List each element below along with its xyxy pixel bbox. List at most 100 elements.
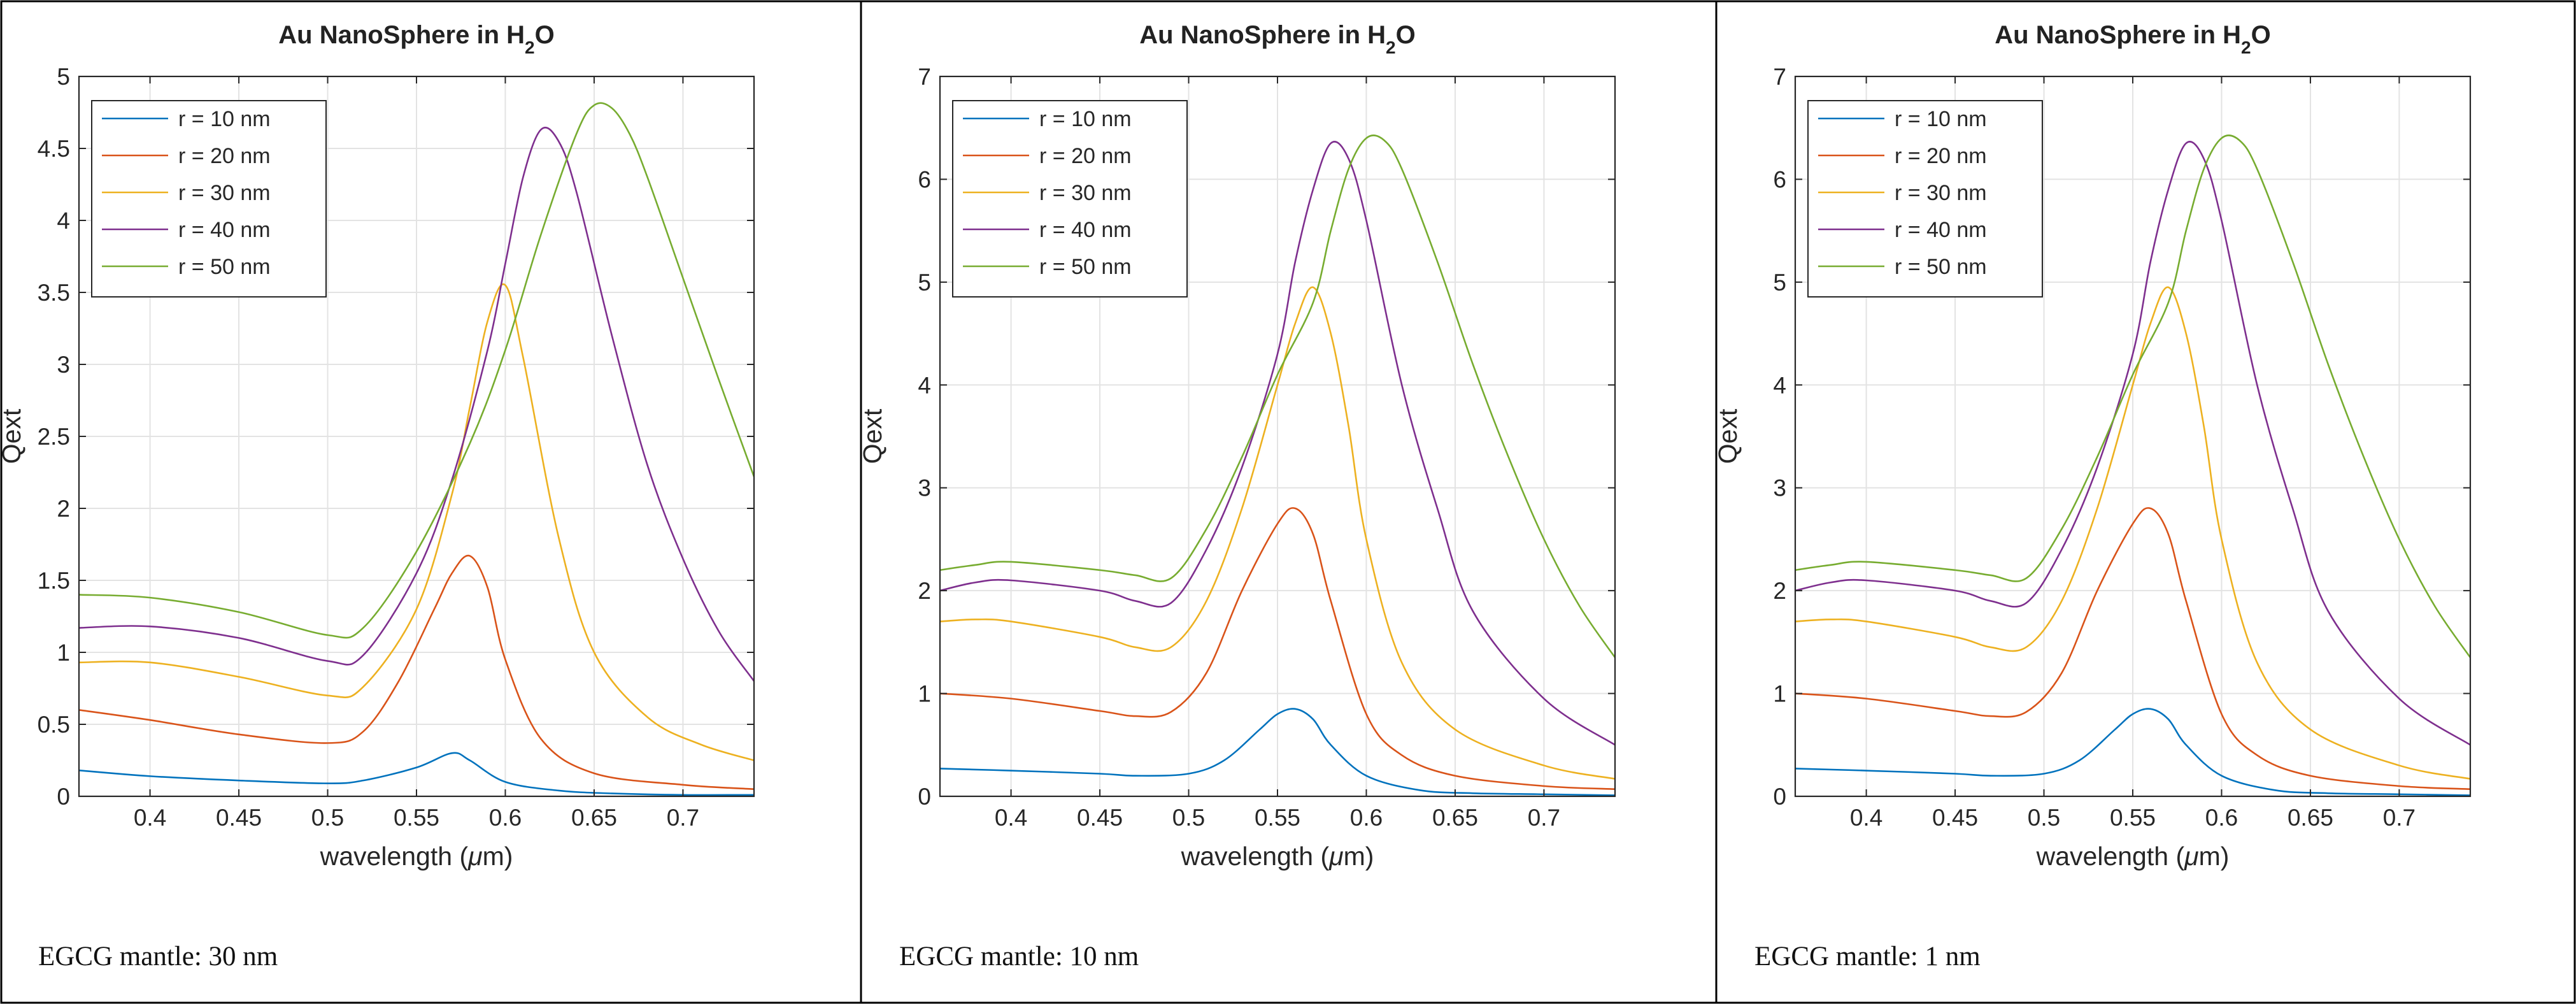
x-tick-label: 0.7 (2383, 805, 2416, 831)
x-axis-label: wavelength (μm) (320, 842, 513, 871)
y-tick-label: 3 (1773, 475, 1786, 501)
legend-label: r = 30 nm (1895, 181, 1987, 205)
y-axis-label: Qext (1713, 408, 1742, 464)
x-tick-label: 0.45 (1932, 805, 1978, 831)
series-line (1795, 708, 2470, 796)
series-line (79, 554, 754, 790)
legend-box (952, 100, 1188, 298)
series-line (940, 708, 1615, 796)
x-tick-label: 0.4 (995, 805, 1027, 831)
series-line (79, 126, 754, 682)
x-tick-label: 0.5 (1172, 805, 1205, 831)
legend-label: r = 50 nm (1039, 255, 1132, 279)
x-axis-label: wavelength (μm) (2036, 842, 2230, 871)
y-tick-label: 7 (1773, 64, 1786, 90)
x-tick-label: 0.65 (571, 805, 617, 831)
y-axis-label: Qext (858, 408, 887, 464)
x-tick-label: 0.55 (2110, 805, 2156, 831)
y-tick-label: 6 (1773, 166, 1786, 192)
chart-panel-2: 0.4 0.45 0.5 0.55 0.6 0.65 0.7 0 1 2 3 4 5 6 7 Au NanoS… (858, 21, 1616, 972)
x-axis-label-post: m) (1344, 842, 1374, 871)
panel-caption: EGCG mantle: 10 nm (899, 942, 1139, 972)
y-tick-label: 5 (1773, 269, 1786, 296)
chart-panel-3: 0.4 0.45 0.5 0.55 0.6 0.65 0.7 0 1 2 3 4 5 6 7 Au NanoS… (1713, 21, 2472, 972)
chart-title: Au NanoSphere in H2O (278, 21, 554, 57)
y-tick-label: 1.5 (38, 568, 70, 594)
legend-label: r = 20 nm (178, 144, 271, 168)
legend: r = 10 nm r = 20 nm r = 30 nm r = 40 nm r = … (952, 100, 1188, 298)
series-line (1795, 507, 2470, 790)
y-tick-label: 4 (1773, 372, 1786, 398)
series-line (1795, 141, 2470, 746)
legend-label: r = 40 nm (178, 218, 271, 242)
legend-box (1807, 100, 2043, 298)
y-tick-label: 1 (918, 681, 931, 707)
legend: r = 10 nm r = 20 nm r = 30 nm r = 40 nm r = … (1807, 100, 2043, 298)
x-axis-label-pre: wavelength ( (320, 842, 469, 871)
chart-title-end: O (2251, 21, 2271, 49)
series-line (940, 507, 1615, 790)
chart-title: Au NanoSphere in H2O (1995, 21, 2270, 57)
y-tick-label: 2 (57, 496, 70, 522)
x-tick-label: 0.55 (1255, 805, 1300, 831)
x-tick-label: 0.4 (1850, 805, 1882, 831)
legend-label: r = 50 nm (1895, 255, 1987, 279)
chart-title-sub: 2 (2241, 38, 2251, 57)
chart-title-end: O (535, 21, 555, 49)
y-tick-label: 0 (918, 784, 931, 810)
panel-caption: EGCG mantle: 1 nm (1754, 942, 1981, 972)
legend-label: r = 10 nm (1895, 107, 1987, 131)
series-line (940, 141, 1615, 746)
x-tick-label: 0.7 (1528, 805, 1560, 831)
chart-title-main: Au NanoSphere in H (1995, 21, 2241, 49)
x-tick-label: 0.6 (1350, 805, 1383, 831)
series-line (940, 286, 1615, 780)
y-tick-label: 3 (918, 475, 931, 501)
series-line (1795, 134, 2470, 658)
chart-title-sub: 2 (1386, 38, 1396, 57)
legend-label: r = 30 nm (1039, 181, 1132, 205)
y-tick-label: 4 (57, 208, 70, 234)
y-tick-label: 0 (57, 784, 70, 810)
x-tick-label: 0.6 (489, 805, 522, 831)
x-tick-label: 0.45 (1077, 805, 1123, 831)
x-axis-label-mu: μ (2184, 842, 2198, 871)
x-axis-label-pre: wavelength ( (1181, 842, 1330, 871)
y-tick-label: 5 (57, 64, 70, 90)
legend-label: r = 10 nm (178, 107, 271, 131)
x-axis-label: wavelength (μm) (1181, 842, 1374, 871)
x-tick-label: 0.4 (134, 805, 166, 831)
chart-title-end: O (1396, 21, 1416, 49)
y-tick-label: 0.5 (38, 712, 70, 738)
y-tick-label: 4 (918, 372, 931, 398)
y-tick-label: 1 (1773, 681, 1786, 707)
y-tick-label: 2 (918, 578, 931, 604)
legend-label: r = 40 nm (1895, 218, 1987, 242)
y-tick-label: 4.5 (38, 136, 70, 162)
legend-label: r = 40 nm (1039, 218, 1132, 242)
series-line (79, 752, 754, 796)
x-axis-label-mu: μ (467, 842, 482, 871)
legend-label: r = 30 nm (178, 181, 271, 205)
series-line (940, 134, 1615, 658)
legend-label: r = 50 nm (178, 255, 271, 279)
x-axis-label-post: m) (2199, 842, 2230, 871)
y-tick-label: 3.5 (38, 280, 70, 306)
x-tick-label: 0.5 (311, 805, 344, 831)
legend: r = 10 nm r = 20 nm r = 30 nm r = 40 nm r = … (91, 100, 327, 298)
x-axis-label-pre: wavelength ( (2036, 842, 2185, 871)
series-line (79, 102, 754, 639)
legend-label: r = 20 nm (1039, 144, 1132, 168)
chart-title: Au NanoSphere in H2O (1139, 21, 1415, 57)
y-tick-label: 1 (57, 640, 70, 666)
legend-box (91, 100, 327, 298)
legend-label: r = 20 nm (1895, 144, 1987, 168)
x-tick-label: 0.55 (394, 805, 439, 831)
chart-title-main: Au NanoSphere in H (278, 21, 525, 49)
y-tick-label: 6 (918, 166, 931, 192)
x-tick-label: 0.65 (2288, 805, 2333, 831)
x-tick-label: 0.5 (2028, 805, 2060, 831)
panel-caption: EGCG mantle: 30 nm (38, 942, 278, 972)
